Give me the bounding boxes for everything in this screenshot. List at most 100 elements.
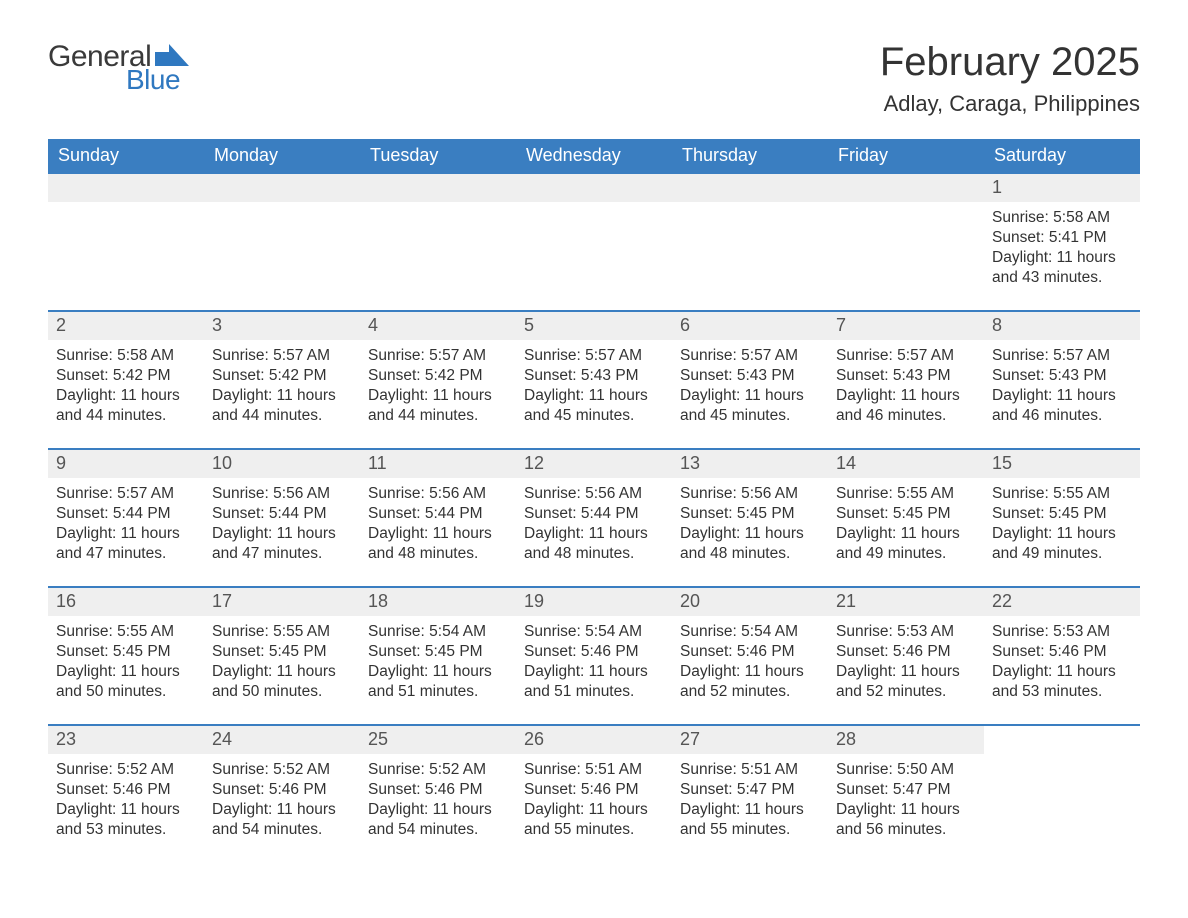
day-daylight1: Daylight: 11 hours <box>992 524 1132 544</box>
day-number: 14 <box>828 450 984 478</box>
day-daylight2: and 56 minutes. <box>836 820 976 840</box>
day-cell: 14Sunrise: 5:55 AMSunset: 5:45 PMDayligh… <box>828 450 984 586</box>
empty-day-cell <box>672 174 828 310</box>
day-sunrise: Sunrise: 5:57 AM <box>992 346 1132 366</box>
day-daylight1: Daylight: 11 hours <box>524 662 664 682</box>
day-daylight2: and 44 minutes. <box>368 406 508 426</box>
day-number: 3 <box>204 312 360 340</box>
day-sunset: Sunset: 5:47 PM <box>836 780 976 800</box>
day-daylight1: Daylight: 11 hours <box>56 524 196 544</box>
day-cell: 28Sunrise: 5:50 AMSunset: 5:47 PMDayligh… <box>828 726 984 862</box>
day-content: Sunrise: 5:57 AMSunset: 5:43 PMDaylight:… <box>984 340 1140 437</box>
day-daylight2: and 52 minutes. <box>836 682 976 702</box>
day-daylight2: and 46 minutes. <box>992 406 1132 426</box>
day-sunrise: Sunrise: 5:52 AM <box>212 760 352 780</box>
day-daylight2: and 45 minutes. <box>680 406 820 426</box>
day-number: 11 <box>360 450 516 478</box>
day-daylight2: and 43 minutes. <box>992 268 1132 288</box>
empty-day-cell <box>48 174 204 310</box>
day-sunset: Sunset: 5:46 PM <box>992 642 1132 662</box>
day-daylight1: Daylight: 11 hours <box>212 800 352 820</box>
day-cell: 26Sunrise: 5:51 AMSunset: 5:46 PMDayligh… <box>516 726 672 862</box>
day-sunset: Sunset: 5:45 PM <box>212 642 352 662</box>
day-sunrise: Sunrise: 5:53 AM <box>836 622 976 642</box>
day-sunrise: Sunrise: 5:55 AM <box>836 484 976 504</box>
day-number: 17 <box>204 588 360 616</box>
day-number: 13 <box>672 450 828 478</box>
day-cell: 16Sunrise: 5:55 AMSunset: 5:45 PMDayligh… <box>48 588 204 724</box>
day-daylight1: Daylight: 11 hours <box>992 386 1132 406</box>
day-daylight1: Daylight: 11 hours <box>524 800 664 820</box>
daynum-bar <box>204 174 360 202</box>
day-sunset: Sunset: 5:44 PM <box>524 504 664 524</box>
day-cell: 20Sunrise: 5:54 AMSunset: 5:46 PMDayligh… <box>672 588 828 724</box>
header: General Blue February 2025 Adlay, Caraga… <box>48 40 1140 131</box>
day-daylight1: Daylight: 11 hours <box>56 662 196 682</box>
day-cell: 17Sunrise: 5:55 AMSunset: 5:45 PMDayligh… <box>204 588 360 724</box>
day-cell: 22Sunrise: 5:53 AMSunset: 5:46 PMDayligh… <box>984 588 1140 724</box>
day-sunset: Sunset: 5:46 PM <box>212 780 352 800</box>
day-content: Sunrise: 5:57 AMSunset: 5:42 PMDaylight:… <box>204 340 360 437</box>
week-row: 16Sunrise: 5:55 AMSunset: 5:45 PMDayligh… <box>48 586 1140 724</box>
day-content: Sunrise: 5:57 AMSunset: 5:42 PMDaylight:… <box>360 340 516 437</box>
day-daylight2: and 50 minutes. <box>56 682 196 702</box>
day-daylight1: Daylight: 11 hours <box>680 386 820 406</box>
weekday-thursday: Thursday <box>672 139 828 172</box>
day-content: Sunrise: 5:54 AMSunset: 5:46 PMDaylight:… <box>516 616 672 713</box>
daynum-bar <box>828 174 984 202</box>
logo-flag-icon <box>155 44 189 66</box>
day-daylight1: Daylight: 11 hours <box>992 248 1132 268</box>
day-sunset: Sunset: 5:42 PM <box>212 366 352 386</box>
day-sunrise: Sunrise: 5:56 AM <box>368 484 508 504</box>
day-daylight2: and 44 minutes. <box>56 406 196 426</box>
day-cell: 13Sunrise: 5:56 AMSunset: 5:45 PMDayligh… <box>672 450 828 586</box>
day-content: Sunrise: 5:56 AMSunset: 5:44 PMDaylight:… <box>360 478 516 575</box>
day-content: Sunrise: 5:57 AMSunset: 5:44 PMDaylight:… <box>48 478 204 575</box>
logo-text-blue: Blue <box>126 64 180 96</box>
day-content: Sunrise: 5:52 AMSunset: 5:46 PMDaylight:… <box>204 754 360 851</box>
week-row: 9Sunrise: 5:57 AMSunset: 5:44 PMDaylight… <box>48 448 1140 586</box>
day-cell: 23Sunrise: 5:52 AMSunset: 5:46 PMDayligh… <box>48 726 204 862</box>
weekday-saturday: Saturday <box>984 139 1140 172</box>
day-sunrise: Sunrise: 5:51 AM <box>680 760 820 780</box>
day-daylight1: Daylight: 11 hours <box>836 662 976 682</box>
day-daylight2: and 49 minutes. <box>992 544 1132 564</box>
day-content: Sunrise: 5:52 AMSunset: 5:46 PMDaylight:… <box>360 754 516 851</box>
weekday-sunday: Sunday <box>48 139 204 172</box>
day-sunrise: Sunrise: 5:57 AM <box>212 346 352 366</box>
day-sunrise: Sunrise: 5:57 AM <box>524 346 664 366</box>
day-number: 12 <box>516 450 672 478</box>
day-sunset: Sunset: 5:44 PM <box>56 504 196 524</box>
day-number: 21 <box>828 588 984 616</box>
daynum-bar <box>516 174 672 202</box>
day-sunset: Sunset: 5:46 PM <box>836 642 976 662</box>
day-number: 6 <box>672 312 828 340</box>
day-daylight2: and 55 minutes. <box>680 820 820 840</box>
day-sunset: Sunset: 5:42 PM <box>368 366 508 386</box>
calendar: Sunday Monday Tuesday Wednesday Thursday… <box>48 139 1140 862</box>
day-content: Sunrise: 5:51 AMSunset: 5:46 PMDaylight:… <box>516 754 672 851</box>
day-sunrise: Sunrise: 5:52 AM <box>368 760 508 780</box>
day-content: Sunrise: 5:56 AMSunset: 5:44 PMDaylight:… <box>516 478 672 575</box>
day-sunrise: Sunrise: 5:51 AM <box>524 760 664 780</box>
day-content: Sunrise: 5:50 AMSunset: 5:47 PMDaylight:… <box>828 754 984 851</box>
day-number: 5 <box>516 312 672 340</box>
day-number: 26 <box>516 726 672 754</box>
day-sunset: Sunset: 5:41 PM <box>992 228 1132 248</box>
day-number: 15 <box>984 450 1140 478</box>
day-sunrise: Sunrise: 5:54 AM <box>368 622 508 642</box>
day-daylight2: and 52 minutes. <box>680 682 820 702</box>
day-number: 1 <box>984 174 1140 202</box>
weekday-monday: Monday <box>204 139 360 172</box>
day-cell: 18Sunrise: 5:54 AMSunset: 5:45 PMDayligh… <box>360 588 516 724</box>
day-cell: 19Sunrise: 5:54 AMSunset: 5:46 PMDayligh… <box>516 588 672 724</box>
day-sunset: Sunset: 5:46 PM <box>56 780 196 800</box>
day-sunrise: Sunrise: 5:54 AM <box>524 622 664 642</box>
day-content: Sunrise: 5:56 AMSunset: 5:45 PMDaylight:… <box>672 478 828 575</box>
day-cell: 27Sunrise: 5:51 AMSunset: 5:47 PMDayligh… <box>672 726 828 862</box>
day-number: 2 <box>48 312 204 340</box>
day-number: 7 <box>828 312 984 340</box>
day-content: Sunrise: 5:57 AMSunset: 5:43 PMDaylight:… <box>828 340 984 437</box>
day-content: Sunrise: 5:53 AMSunset: 5:46 PMDaylight:… <box>828 616 984 713</box>
day-number: 27 <box>672 726 828 754</box>
